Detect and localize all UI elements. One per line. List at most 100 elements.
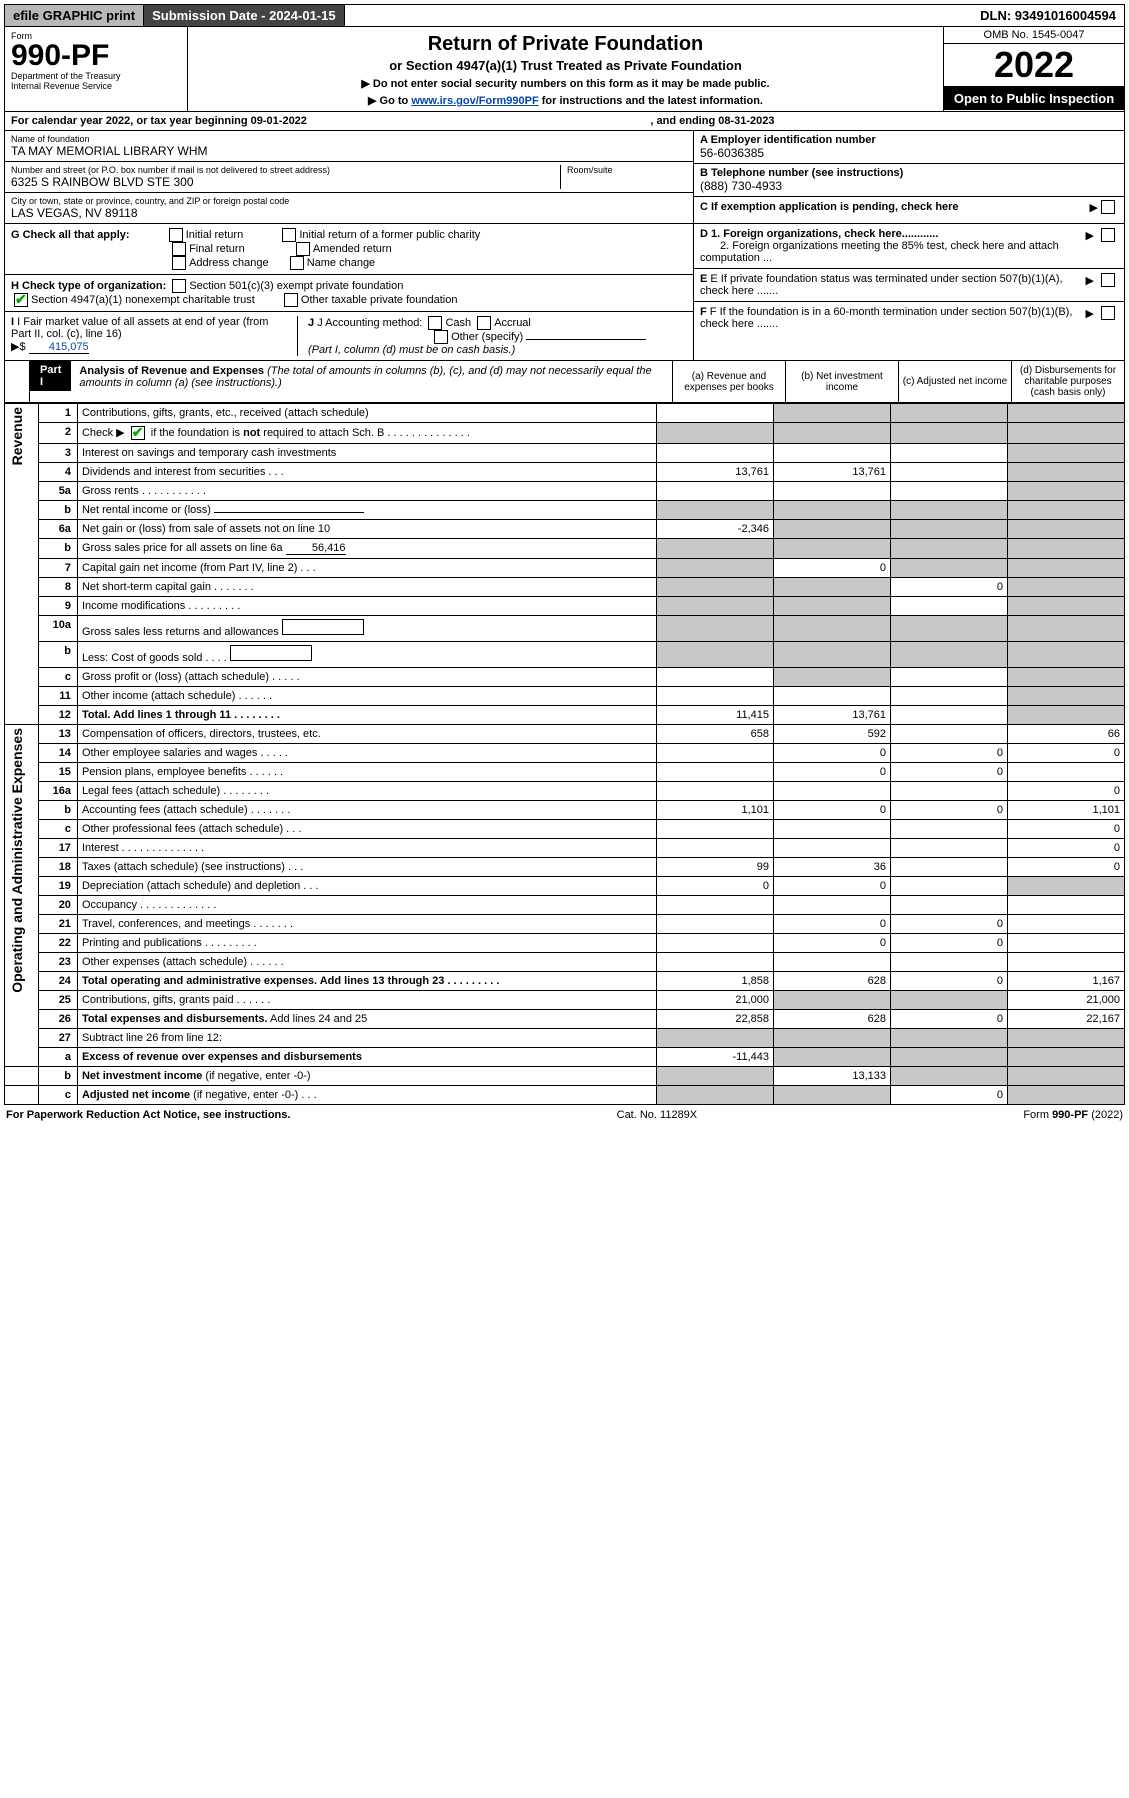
f-row: F F If the foundation is in a 60-month t… (694, 302, 1124, 334)
row-5a: 5aGross rents . . . . . . . . . . . (5, 482, 1125, 501)
fmv-link[interactable]: 415,075 (29, 341, 89, 354)
form-subtitle: or Section 4947(a)(1) Trust Treated as P… (198, 58, 933, 73)
open-to-public: Open to Public Inspection (944, 87, 1124, 110)
d-row: D 1. Foreign organizations, check here..… (694, 224, 1124, 269)
amended-return-checkbox[interactable] (296, 242, 310, 256)
row-6a: 6aNet gain or (loss) from sale of assets… (5, 520, 1125, 539)
4947a1-checkbox[interactable] (14, 293, 28, 307)
sch-b-checkbox[interactable] (131, 426, 145, 440)
row-26: 26Total expenses and disbursements. Add … (5, 1010, 1125, 1029)
row-9: 9Income modifications . . . . . . . . . (5, 597, 1125, 616)
h-row: H Check type of organization: Section 50… (5, 275, 693, 312)
501c3-checkbox[interactable] (172, 279, 186, 293)
col-a-head: (a) Revenue and expenses per books (672, 361, 785, 402)
form990pf-link[interactable]: www.irs.gov/Form990PF (411, 95, 538, 107)
status-terminated-checkbox[interactable] (1101, 273, 1115, 287)
row-8: 8Net short-term capital gain . . . . . .… (5, 578, 1125, 597)
e-row: E E If private foundation status was ter… (694, 269, 1124, 302)
row-2: 2 Check ▶ if the foundation is not requi… (5, 423, 1125, 444)
calendar-begin: For calendar year 2022, or tax year begi… (11, 115, 307, 127)
row-18: 18Taxes (attach schedule) (see instructi… (5, 858, 1125, 877)
row-27a: aExcess of revenue over expenses and dis… (5, 1048, 1125, 1067)
col-d-head: (d) Disbursements for charitable purpose… (1011, 361, 1124, 402)
part1-table: Revenue 1Contributions, gifts, grants, e… (4, 403, 1125, 1105)
form-title: Return of Private Foundation (198, 33, 933, 56)
cash-checkbox[interactable] (428, 316, 442, 330)
irs-label: Internal Revenue Service (11, 81, 181, 91)
foundation-address: 6325 S RAINBOW BLVD STE 300 (11, 175, 560, 189)
topbar-spacer (345, 5, 973, 26)
60-month-checkbox[interactable] (1101, 306, 1115, 320)
row-16a: 16aLegal fees (attach schedule) . . . . … (5, 782, 1125, 801)
row-17: 17Interest . . . . . . . . . . . . . .0 (5, 839, 1125, 858)
row-24: 24Total operating and administrative exp… (5, 972, 1125, 991)
row-15: 15Pension plans, employee benefits . . .… (5, 763, 1125, 782)
row-13: Operating and Administrative Expenses 13… (5, 725, 1125, 744)
col-b-head: (b) Net investment income (785, 361, 898, 402)
tax-year: 2022 (944, 44, 1124, 87)
name-change-checkbox[interactable] (290, 256, 304, 270)
row-16c: cOther professional fees (attach schedul… (5, 820, 1125, 839)
other-method-checkbox[interactable] (434, 330, 448, 344)
efile-badge: efile GRAPHIC print (5, 5, 144, 26)
row-23: 23Other expenses (attach schedule) . . .… (5, 953, 1125, 972)
exemption-pending-checkbox[interactable] (1101, 200, 1115, 214)
cat-no: Cat. No. 11289X (617, 1109, 698, 1121)
room-suite-label: Room/suite (567, 165, 687, 175)
part1-header-row: Part I Analysis of Revenue and Expenses … (4, 361, 1125, 403)
row-7: 7Capital gain net income (from Part IV, … (5, 559, 1125, 578)
foreign-org-checkbox[interactable] (1101, 228, 1115, 242)
calendar-end: , and ending 08-31-2023 (650, 115, 774, 127)
row-20: 20Occupancy . . . . . . . . . . . . . (5, 896, 1125, 915)
row-10c: cGross profit or (loss) (attach schedule… (5, 668, 1125, 687)
accrual-checkbox[interactable] (477, 316, 491, 330)
row-6b: bGross sales price for all assets on lin… (5, 539, 1125, 559)
foundation-city: LAS VEGAS, NV 89118 (11, 206, 687, 220)
row-19: 19Depreciation (attach schedule) and dep… (5, 877, 1125, 896)
header-left: Form 990-PF Department of the Treasury I… (5, 27, 188, 111)
col-c-head: (c) Adjusted net income (898, 361, 1011, 402)
form-ref: Form 990-PF (2022) (1023, 1109, 1123, 1121)
part1-title: Analysis of Revenue and Expenses (79, 365, 264, 377)
i-j-row: I I Fair market value of all assets at e… (5, 312, 693, 360)
initial-return-checkbox[interactable] (169, 228, 183, 242)
row-4: 4Dividends and interest from securities … (5, 463, 1125, 482)
row-10a: 10aGross sales less returns and allowanc… (5, 616, 1125, 642)
footer: For Paperwork Reduction Act Notice, see … (4, 1105, 1125, 1125)
phone-cell: B Telephone number (see instructions) (8… (694, 164, 1124, 197)
header-mid: Return of Private Foundation or Section … (188, 27, 943, 111)
phone-value: (888) 730-4933 (700, 179, 1118, 193)
check-blocks: G Check all that apply: Initial return I… (4, 224, 1125, 361)
row-14: 14Other employee salaries and wages . . … (5, 744, 1125, 763)
row-25: 25Contributions, gifts, grants paid . . … (5, 991, 1125, 1010)
final-return-checkbox[interactable] (172, 242, 186, 256)
name-cell: Name of foundation TA MAY MEMORIAL LIBRA… (5, 131, 693, 162)
exemption-pending-cell: C If exemption application is pending, c… (694, 197, 1124, 217)
dln: DLN: 93491016004594 (972, 5, 1124, 26)
paperwork-notice: For Paperwork Reduction Act Notice, see … (6, 1109, 290, 1121)
row-16b: bAccounting fees (attach schedule) . . .… (5, 801, 1125, 820)
part1-label: Part I (30, 361, 71, 391)
other-taxable-checkbox[interactable] (284, 293, 298, 307)
submission-date: Submission Date - 2024-01-15 (144, 5, 345, 26)
address-cell: Number and street (or P.O. box number if… (5, 162, 693, 193)
foundation-name: TA MAY MEMORIAL LIBRARY WHM (11, 144, 687, 158)
instr-goto: ▶ Go to www.irs.gov/Form990PF for instru… (198, 94, 933, 107)
instr-no-ssn: ▶ Do not enter social security numbers o… (198, 77, 933, 90)
foundation-info: Name of foundation TA MAY MEMORIAL LIBRA… (4, 131, 1125, 224)
header-right: OMB No. 1545-0047 2022 Open to Public In… (943, 27, 1124, 111)
top-bar: efile GRAPHIC print Submission Date - 20… (4, 4, 1125, 27)
form-number: 990-PF (11, 41, 181, 71)
initial-former-checkbox[interactable] (282, 228, 296, 242)
row-22: 22Printing and publications . . . . . . … (5, 934, 1125, 953)
expenses-label: Operating and Administrative Expenses (9, 728, 25, 993)
row-21: 21Travel, conferences, and meetings . . … (5, 915, 1125, 934)
row-27c: cAdjusted net income (if negative, enter… (5, 1086, 1125, 1105)
row-3: 3Interest on savings and temporary cash … (5, 444, 1125, 463)
row-5b: bNet rental income or (loss) (5, 501, 1125, 520)
row-11: 11Other income (attach schedule) . . . .… (5, 687, 1125, 706)
form-header: Form 990-PF Department of the Treasury I… (4, 27, 1125, 112)
row-27: 27Subtract line 26 from line 12: (5, 1029, 1125, 1048)
dept-treasury: Department of the Treasury (11, 71, 181, 81)
address-change-checkbox[interactable] (172, 256, 186, 270)
